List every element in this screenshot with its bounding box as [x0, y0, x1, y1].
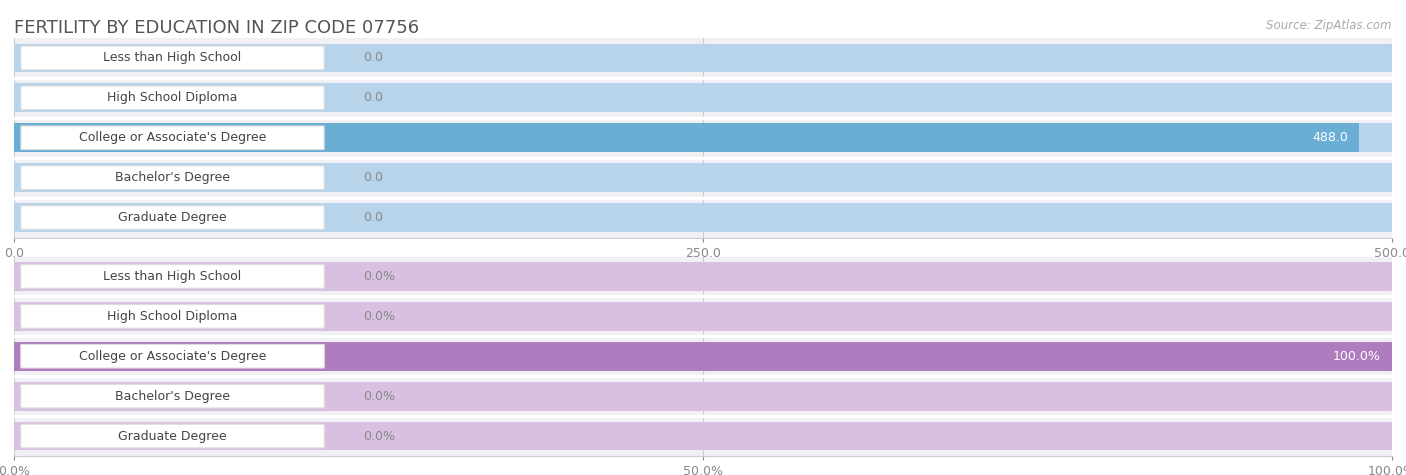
Bar: [14, 416, 1392, 456]
Bar: [14, 422, 1392, 450]
FancyBboxPatch shape: [21, 304, 325, 328]
Bar: [14, 376, 1392, 416]
Bar: [14, 342, 1392, 370]
Bar: [14, 203, 1392, 232]
Text: FERTILITY BY EDUCATION IN ZIP CODE 07756: FERTILITY BY EDUCATION IN ZIP CODE 07756: [14, 19, 419, 37]
Text: College or Associate's Degree: College or Associate's Degree: [79, 350, 266, 363]
Text: College or Associate's Degree: College or Associate's Degree: [79, 131, 266, 144]
Text: 0.0: 0.0: [363, 91, 382, 104]
Text: Bachelor's Degree: Bachelor's Degree: [115, 171, 231, 184]
Bar: [14, 38, 1392, 78]
FancyBboxPatch shape: [21, 384, 325, 408]
Text: 0.0%: 0.0%: [363, 429, 395, 443]
Bar: [14, 382, 1392, 410]
Text: 488.0: 488.0: [1312, 131, 1348, 144]
Text: 0.0: 0.0: [363, 211, 382, 224]
Bar: [14, 84, 1392, 112]
Bar: [14, 256, 1392, 296]
Text: 0.0%: 0.0%: [363, 310, 395, 323]
Text: Less than High School: Less than High School: [104, 270, 242, 283]
Text: Graduate Degree: Graduate Degree: [118, 429, 226, 443]
FancyBboxPatch shape: [21, 166, 325, 190]
Bar: [14, 158, 1392, 198]
Bar: [14, 296, 1392, 336]
Bar: [14, 163, 1392, 192]
Text: 0.0: 0.0: [363, 51, 382, 65]
FancyBboxPatch shape: [21, 265, 325, 288]
Bar: [14, 124, 1358, 152]
FancyBboxPatch shape: [21, 424, 325, 448]
Bar: [14, 262, 1392, 291]
Bar: [14, 342, 1392, 370]
Bar: [14, 118, 1392, 158]
Bar: [14, 124, 1392, 152]
Text: Source: ZipAtlas.com: Source: ZipAtlas.com: [1267, 19, 1392, 32]
Text: 0.0%: 0.0%: [363, 390, 395, 403]
Text: Less than High School: Less than High School: [104, 51, 242, 65]
FancyBboxPatch shape: [21, 126, 325, 150]
FancyBboxPatch shape: [21, 344, 325, 368]
Text: High School Diploma: High School Diploma: [107, 91, 238, 104]
Bar: [14, 336, 1392, 376]
FancyBboxPatch shape: [21, 46, 325, 70]
Text: 0.0%: 0.0%: [363, 270, 395, 283]
Text: High School Diploma: High School Diploma: [107, 310, 238, 323]
Text: Graduate Degree: Graduate Degree: [118, 211, 226, 224]
Text: 100.0%: 100.0%: [1333, 350, 1381, 363]
Text: Bachelor's Degree: Bachelor's Degree: [115, 390, 231, 403]
FancyBboxPatch shape: [21, 206, 325, 229]
Bar: [14, 78, 1392, 118]
Text: 0.0: 0.0: [363, 171, 382, 184]
Bar: [14, 198, 1392, 238]
Bar: [14, 44, 1392, 72]
Bar: [14, 302, 1392, 331]
FancyBboxPatch shape: [21, 86, 325, 110]
